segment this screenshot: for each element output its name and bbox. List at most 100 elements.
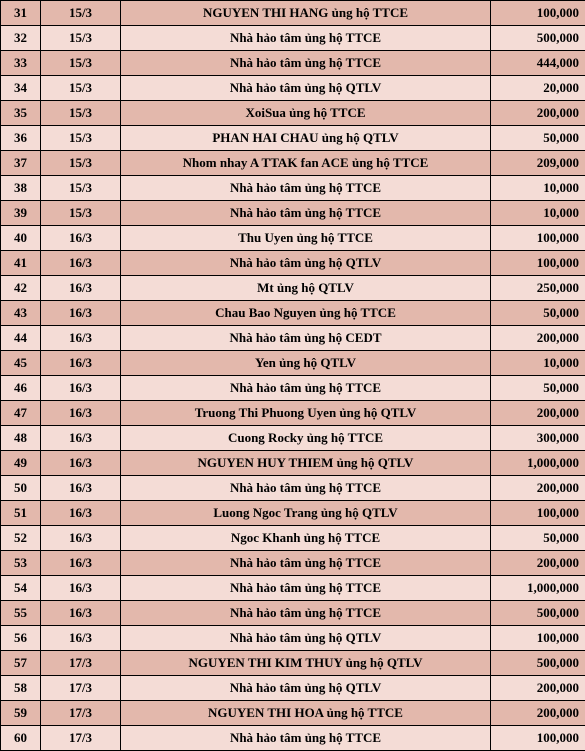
cell-description: Nhà hảo tâm ủng hộ TTCE (121, 376, 491, 401)
cell-id: 38 (1, 176, 41, 201)
cell-description: Truong Thi Phuong Uyen ủng hộ QTLV (121, 401, 491, 426)
cell-amount: 500,000 (491, 26, 585, 51)
cell-date: 15/3 (41, 1, 121, 26)
cell-amount: 200,000 (491, 701, 585, 726)
table-row: 5016/3Nhà hảo tâm ủng hộ TTCE200,000 (1, 476, 585, 501)
cell-id: 55 (1, 601, 41, 626)
table-row: 3115/3NGUYEN THI HANG ủng hộ TTCE100,000 (1, 1, 585, 26)
cell-date: 16/3 (41, 351, 121, 376)
table-row: 6017/3Nhà hảo tâm ủng hộ TTCE100,000 (1, 726, 585, 751)
cell-date: 15/3 (41, 51, 121, 76)
table-row: 3415/3Nhà hảo tâm ủng hộ QTLV20,000 (1, 76, 585, 101)
cell-id: 44 (1, 326, 41, 351)
cell-date: 16/3 (41, 526, 121, 551)
cell-description: Chau Bao Nguyen ủng hộ TTCE (121, 301, 491, 326)
cell-id: 59 (1, 701, 41, 726)
cell-description: Nhà hảo tâm ủng hộ TTCE (121, 176, 491, 201)
cell-description: XoiSua ủng hộ TTCE (121, 101, 491, 126)
cell-date: 15/3 (41, 101, 121, 126)
table-row: 5216/3Ngoc Khanh ủng hộ TTCE50,000 (1, 526, 585, 551)
cell-date: 16/3 (41, 251, 121, 276)
cell-id: 52 (1, 526, 41, 551)
cell-amount: 100,000 (491, 1, 585, 26)
cell-amount: 1,000,000 (491, 576, 585, 601)
donation-table: 3115/3NGUYEN THI HANG ủng hộ TTCE100,000… (0, 0, 585, 751)
cell-description: PHAN HAI CHAU ủng hộ QTLV (121, 126, 491, 151)
table-row: 5116/3Luong Ngoc Trang ủng hộ QTLV100,00… (1, 501, 585, 526)
cell-id: 31 (1, 1, 41, 26)
cell-amount: 200,000 (491, 476, 585, 501)
cell-amount: 100,000 (491, 226, 585, 251)
cell-description: Ngoc Khanh ủng hộ TTCE (121, 526, 491, 551)
cell-description: Nhom nhay A TTAK fan ACE ủng hộ TTCE (121, 151, 491, 176)
cell-amount: 500,000 (491, 651, 585, 676)
cell-id: 36 (1, 126, 41, 151)
cell-id: 54 (1, 576, 41, 601)
table-row: 5416/3Nhà hảo tâm ủng hộ TTCE1,000,000 (1, 576, 585, 601)
cell-id: 35 (1, 101, 41, 126)
cell-id: 47 (1, 401, 41, 426)
cell-description: Nhà hảo tâm ủng hộ TTCE (121, 51, 491, 76)
cell-date: 17/3 (41, 726, 121, 751)
cell-amount: 50,000 (491, 126, 585, 151)
cell-id: 58 (1, 676, 41, 701)
cell-date: 17/3 (41, 651, 121, 676)
cell-id: 48 (1, 426, 41, 451)
table-row: 5817/3Nhà hảo tâm ủng hộ QTLV200,000 (1, 676, 585, 701)
cell-id: 53 (1, 551, 41, 576)
cell-date: 16/3 (41, 301, 121, 326)
cell-description: Nhà hảo tâm ủng hộ TTCE (121, 26, 491, 51)
cell-id: 51 (1, 501, 41, 526)
cell-date: 16/3 (41, 501, 121, 526)
cell-id: 39 (1, 201, 41, 226)
cell-description: Nhà hảo tâm ủng hộ QTLV (121, 676, 491, 701)
cell-amount: 500,000 (491, 601, 585, 626)
cell-date: 16/3 (41, 626, 121, 651)
table-row: 3915/3Nhà hảo tâm ủng hộ TTCE10,000 (1, 201, 585, 226)
cell-date: 16/3 (41, 326, 121, 351)
cell-date: 17/3 (41, 701, 121, 726)
table-row: 4616/3Nhà hảo tâm ủng hộ TTCE50,000 (1, 376, 585, 401)
cell-id: 49 (1, 451, 41, 476)
cell-description: NGUYEN HUY THIEM ủng hộ QTLV (121, 451, 491, 476)
cell-description: Nhà hảo tâm ủng hộ QTLV (121, 76, 491, 101)
cell-description: Nhà hảo tâm ủng hộ CEDT (121, 326, 491, 351)
table-row: 4316/3Chau Bao Nguyen ủng hộ TTCE50,000 (1, 301, 585, 326)
cell-id: 40 (1, 226, 41, 251)
cell-id: 41 (1, 251, 41, 276)
cell-description: Thu Uyen ủng hộ TTCE (121, 226, 491, 251)
cell-description: Nhà hảo tâm ủng hộ TTCE (121, 601, 491, 626)
cell-id: 45 (1, 351, 41, 376)
cell-date: 16/3 (41, 576, 121, 601)
donation-table-body: 3115/3NGUYEN THI HANG ủng hộ TTCE100,000… (1, 1, 585, 751)
cell-amount: 50,000 (491, 301, 585, 326)
cell-amount: 209,000 (491, 151, 585, 176)
table-row: 4016/3Thu Uyen ủng hộ TTCE100,000 (1, 226, 585, 251)
cell-date: 16/3 (41, 451, 121, 476)
cell-id: 34 (1, 76, 41, 101)
cell-date: 16/3 (41, 226, 121, 251)
table-row: 3715/3Nhom nhay A TTAK fan ACE ủng hộ TT… (1, 151, 585, 176)
table-row: 4216/3Mt ủng hộ QTLV250,000 (1, 276, 585, 301)
cell-date: 16/3 (41, 551, 121, 576)
table-row: 3515/3XoiSua ủng hộ TTCE200,000 (1, 101, 585, 126)
cell-date: 15/3 (41, 26, 121, 51)
cell-amount: 10,000 (491, 176, 585, 201)
cell-date: 15/3 (41, 126, 121, 151)
cell-amount: 20,000 (491, 76, 585, 101)
cell-date: 15/3 (41, 201, 121, 226)
table-row: 5717/3NGUYEN THI KIM THUY ủng hộ QTLV500… (1, 651, 585, 676)
table-row: 4816/3Cuong Rocky ủng hộ TTCE300,000 (1, 426, 585, 451)
cell-amount: 50,000 (491, 376, 585, 401)
cell-description: NGUYEN THI HOA ủng hộ TTCE (121, 701, 491, 726)
cell-amount: 100,000 (491, 626, 585, 651)
cell-id: 33 (1, 51, 41, 76)
cell-description: Luong Ngoc Trang ủng hộ QTLV (121, 501, 491, 526)
cell-description: NGUYEN THI HANG ủng hộ TTCE (121, 1, 491, 26)
cell-id: 46 (1, 376, 41, 401)
cell-id: 60 (1, 726, 41, 751)
table-row: 5616/3Nhà hảo tâm ủng hộ QTLV100,000 (1, 626, 585, 651)
cell-id: 43 (1, 301, 41, 326)
table-row: 4516/3Yen ủng hộ QTLV10,000 (1, 351, 585, 376)
cell-amount: 100,000 (491, 251, 585, 276)
